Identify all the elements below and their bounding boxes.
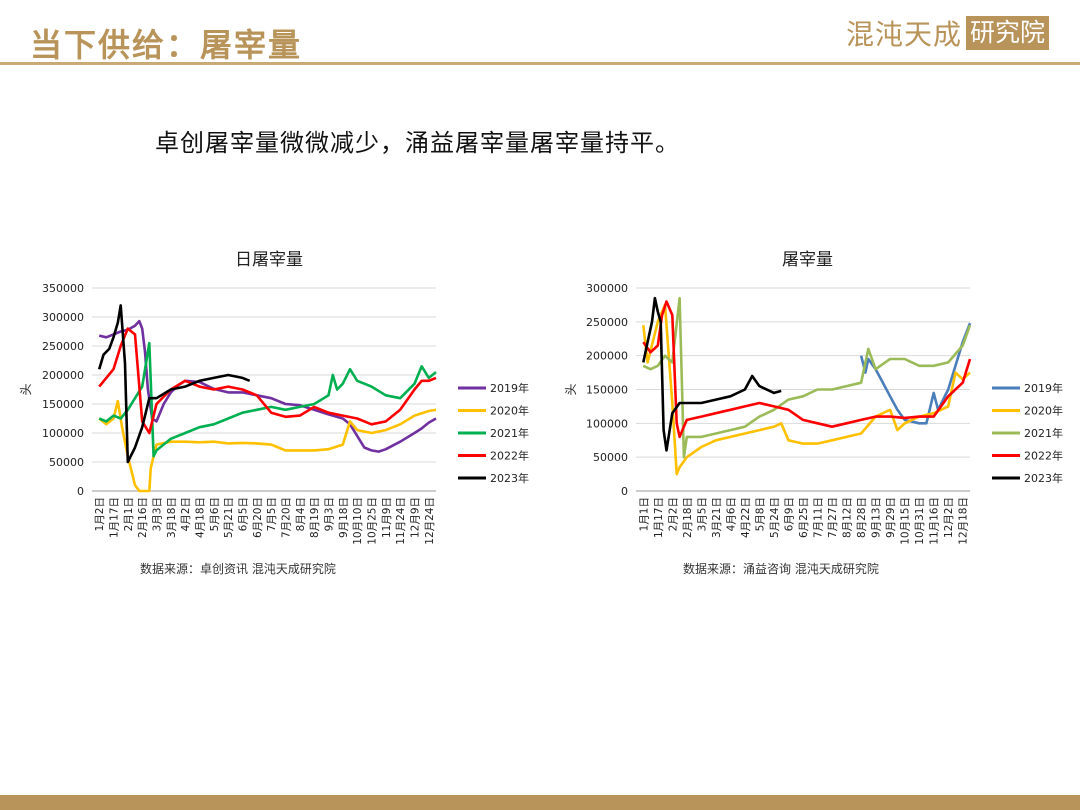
x-tick-label: 3月5日 (696, 497, 708, 531)
y-tick-label: 50000 (593, 451, 628, 464)
chart1-title: 日屠宰量 (235, 250, 303, 270)
x-tick-label: 8月19日 (309, 497, 321, 538)
chart2-slaughter: 0 50000 100000 150000 200000 250000 300000 头 1月1… (564, 282, 1063, 545)
x-tick-label: 10月31日 (914, 497, 926, 545)
x-tick-label: 6月20日 (252, 497, 264, 538)
x-tick-label: 9月29日 (885, 497, 897, 538)
x-tick-label: 1月1日 (638, 497, 650, 531)
x-tick-label: 7月27日 (827, 497, 839, 538)
x-tick-label: 12月24日 (424, 497, 436, 545)
logo-box: 研究院 (966, 16, 1050, 50)
series-line-2020年 (98, 399, 437, 493)
x-tick-label: 7月5日 (266, 497, 278, 531)
x-tick-label: 8月4日 (295, 497, 307, 531)
chart1-source: 数据来源：卓创资讯 混沌天成研究院 (140, 562, 336, 576)
x-tick-label: 3月3日 (152, 497, 164, 531)
y-tick-label: 0 (77, 485, 84, 498)
y-tick-label: 250000 (586, 316, 628, 329)
y-axis-label: 头 (19, 383, 33, 395)
legend-label: 2023年 (1024, 471, 1063, 485)
x-tick-label: 10月15日 (900, 497, 912, 545)
footer-bar (0, 795, 1080, 810)
x-tick-label: 11月9日 (381, 497, 393, 538)
x-tick-label: 8月28日 (856, 497, 868, 538)
x-tick-label: 4月22日 (740, 497, 752, 538)
x-tick-label: 2月16日 (137, 497, 149, 538)
legend-label: 2019年 (490, 381, 529, 395)
legend-label: 2022年 (1024, 449, 1063, 463)
y-tick-label: 200000 (42, 369, 84, 382)
x-tick-label: 6月25日 (798, 497, 810, 538)
x-tick-label: 5月24日 (769, 497, 781, 538)
x-tick-label: 1月17日 (109, 497, 121, 538)
x-tick-label: 11月24日 (395, 497, 407, 545)
x-tick-label: 5月6日 (209, 497, 221, 531)
series-line-2022年 (642, 300, 972, 439)
legend-label: 2020年 (1024, 404, 1063, 418)
x-tick-label: 5月21日 (223, 497, 235, 538)
x-tick-label: 10月10日 (352, 497, 364, 545)
x-tick-label: 11月16日 (929, 497, 941, 545)
summary-text: 卓创屠宰量微微减少，涌益屠宰量屠宰量持平。 (155, 129, 680, 157)
series-line-2023年 (97, 304, 251, 464)
x-tick-label: 2月1日 (123, 497, 135, 531)
chart1-daily-slaughter: 0 50000 100000 150000 200000 250000 300000 3500… (19, 282, 529, 545)
y-axis-label: 头 (564, 383, 578, 395)
x-tick-label: 6月9日 (783, 497, 795, 531)
series-line-2019年 (859, 322, 972, 425)
x-tick-label: 9月3日 (324, 497, 336, 531)
x-tick-label: 12月9日 (410, 497, 422, 538)
series-line-2021年 (642, 296, 972, 459)
y-tick-label: 150000 (42, 398, 84, 411)
legend-label: 2023年 (490, 471, 529, 485)
y-tick-label: 100000 (586, 417, 628, 430)
x-tick-label: 3月18日 (166, 497, 178, 538)
x-tick-label: 9月18日 (338, 497, 350, 538)
x-tick-label: 4月18日 (195, 497, 207, 538)
x-tick-label: 2月18日 (682, 497, 694, 538)
legend-label: 2020年 (490, 404, 529, 418)
x-tick-label: 2月2日 (667, 497, 679, 531)
x-tick-label: 4月6日 (725, 497, 737, 531)
y-tick-label: 300000 (42, 311, 84, 324)
series-line-2022年 (98, 327, 437, 435)
y-tick-label: 100000 (42, 427, 84, 440)
y-tick-label: 150000 (586, 384, 628, 397)
series-line-2023年 (642, 296, 782, 452)
x-tick-label: 5月8日 (754, 497, 766, 531)
legend-label: 2021年 (1024, 426, 1063, 440)
x-tick-label: 3月21日 (711, 497, 723, 538)
series-line-2019年 (98, 319, 437, 453)
chart2-title: 屠宰量 (782, 250, 833, 270)
x-tick-label: 12月2日 (943, 497, 955, 538)
legend-label: 2021年 (490, 426, 529, 440)
page-title: 当下供给：屠宰量 (30, 26, 303, 64)
x-tick-label: 4月2日 (180, 497, 192, 531)
logo-text: 混沌天成 (846, 18, 963, 51)
chart2-source: 数据来源：涌益咨询 混沌天成研究院 (683, 562, 879, 576)
x-tick-label: 6月5日 (238, 497, 250, 531)
logo: 混沌天成 研究院 (846, 16, 1050, 51)
x-tick-label: 10月25日 (367, 497, 379, 545)
y-tick-label: 250000 (42, 340, 84, 353)
legend-label: 2022年 (490, 449, 529, 463)
y-tick-label: 50000 (49, 456, 84, 469)
x-tick-label: 9月13日 (871, 497, 883, 538)
y-tick-label: 200000 (586, 350, 628, 363)
x-tick-label: 7月11日 (813, 497, 825, 538)
y-tick-label: 350000 (42, 282, 84, 295)
x-tick-label: 1月2日 (94, 497, 106, 531)
legend-label: 2019年 (1024, 381, 1063, 395)
y-tick-label: 300000 (586, 282, 628, 295)
header-divider (0, 62, 1080, 65)
y-tick-label: 0 (621, 485, 628, 498)
x-tick-label: 7月20日 (281, 497, 293, 538)
x-tick-label: 12月18日 (958, 497, 970, 545)
x-tick-label: 8月12日 (842, 497, 854, 538)
x-tick-label: 1月17日 (653, 497, 665, 538)
